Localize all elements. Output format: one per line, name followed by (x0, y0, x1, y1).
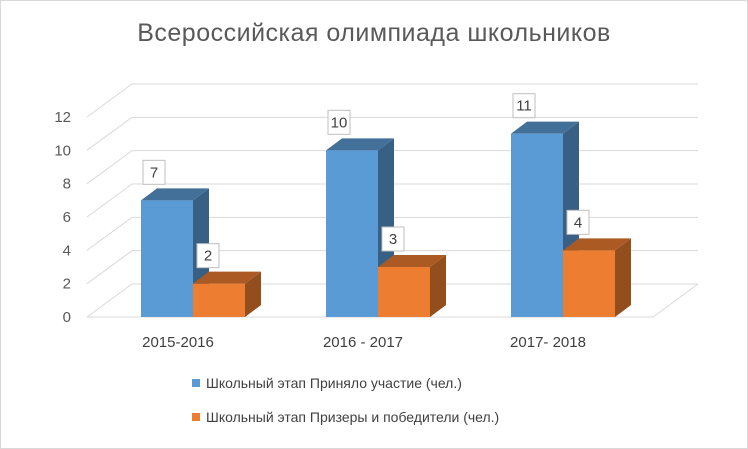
legend-item-participants: Школьный этап Приняло участие (чел.) (192, 373, 692, 393)
bar-participants-1 (326, 150, 378, 317)
bar-top (193, 271, 261, 284)
bar-side (430, 255, 446, 317)
data-label: 7 (150, 164, 158, 181)
bar-top (563, 238, 631, 251)
y-tick-label: 10 (54, 142, 71, 159)
bar-participants-2 (511, 133, 563, 317)
y-tick-label: 4 (63, 242, 71, 259)
bar-winners-0 (193, 283, 245, 317)
bars (141, 121, 631, 318)
gridline (86, 116, 698, 151)
data-label: 3 (389, 231, 397, 248)
gridline (86, 183, 698, 218)
gridline (86, 250, 698, 285)
data-label-box (381, 226, 405, 252)
x-tick-label: 2016 - 2017 (323, 334, 403, 351)
data-label-box (512, 93, 536, 119)
legend-swatch-winners (192, 413, 200, 421)
x-tick-label: 2017- 2018 (510, 334, 586, 351)
y-tick-label: 0 (63, 309, 71, 326)
y-tick-label: 12 (54, 109, 71, 126)
y-tick-label: 2 (63, 276, 71, 293)
floor-edge (87, 283, 699, 318)
bar-top (326, 138, 394, 151)
data-label-box (196, 243, 220, 269)
bar-winners-2 (563, 250, 615, 317)
legend-swatch-participants (192, 379, 200, 387)
legend-label-winners: Школьный этап Призеры и победители (чел.… (206, 409, 500, 425)
x-tick-label: 2015-2016 (142, 334, 214, 351)
data-label: 10 (331, 114, 348, 131)
gridlines (86, 83, 698, 318)
bar-side (245, 271, 261, 317)
gridline (86, 283, 698, 318)
gridline (86, 83, 698, 118)
data-label: 2 (204, 248, 212, 265)
y-tick-label: 8 (63, 176, 71, 193)
data-label: 4 (574, 214, 582, 231)
gridline (86, 150, 698, 185)
chart-title: Всероссийская олимпиада школьников (137, 19, 611, 47)
data-labels: 7 2 10 3 11 4 (142, 93, 590, 269)
legend-item-winners: Школьный этап Призеры и победители (чел.… (192, 407, 692, 427)
gridline (86, 216, 698, 251)
bar-top (378, 255, 446, 267)
bar-participants-0 (141, 200, 193, 317)
bar-side (615, 238, 631, 317)
data-label: 11 (516, 98, 532, 115)
bar-top (511, 121, 579, 134)
x-axis-ticks: 2015-2016 2016 - 2017 2017- 2018 (142, 334, 586, 351)
y-tick-label: 6 (63, 209, 71, 226)
y-axis-ticks: 0 2 4 6 8 10 12 (54, 109, 71, 326)
bar-top (141, 188, 209, 201)
legend-label-participants: Школьный этап Приняло участие (чел.) (206, 375, 462, 391)
data-label-box (566, 209, 590, 235)
chart-walls (87, 283, 699, 318)
legend: Школьный этап Приняло участие (чел.) Шко… (192, 373, 692, 441)
bar-winners-1 (378, 267, 430, 317)
data-label-box (142, 159, 166, 185)
data-label-box (327, 109, 351, 135)
